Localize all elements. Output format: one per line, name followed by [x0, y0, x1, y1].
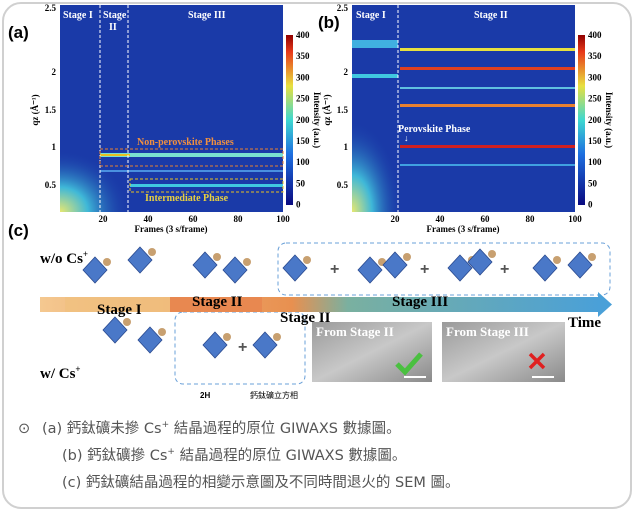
cation	[488, 250, 496, 258]
cation	[103, 258, 111, 266]
annotation: Non-perovskite Phases	[137, 137, 234, 148]
colorbar-tick-label: 100	[296, 157, 310, 167]
colorbar-tick-label: 300	[296, 72, 310, 82]
phase-label: 鈣鈦礦立方相	[250, 390, 298, 400]
colorbar-tick-label: 250	[588, 94, 602, 104]
colorbar-label: Intensity (a.u.)	[312, 92, 322, 148]
cation	[213, 253, 221, 261]
heatmap-a	[60, 5, 293, 212]
stage-label: II	[109, 22, 117, 33]
caption-line: (b) 鈣鈦礦摻 Cs+ 結晶過程的原位 GIWAXS 數據圖。	[62, 447, 406, 464]
y-tick-label: 1.5	[337, 105, 349, 115]
svg-text:+: +	[420, 261, 429, 278]
x-tick-label: 100	[276, 214, 290, 224]
cation	[588, 253, 596, 261]
y-tick-label: 2	[344, 67, 349, 77]
y-tick-label: 2.5	[45, 3, 57, 13]
colorbar-tick-label: 200	[588, 115, 602, 125]
x-axis-label: Frames (3 s/frame)	[427, 224, 500, 234]
arrow: ↓	[404, 133, 409, 143]
annotation: Intermediate Phase	[145, 193, 229, 204]
y-tick-label: 0.5	[337, 180, 349, 190]
stage-label: Stage	[103, 10, 127, 21]
colorbar-tick-label: 300	[588, 72, 602, 82]
colorbar-tick-label: 250	[296, 94, 310, 104]
x-tick-label: 40	[144, 214, 154, 224]
condition-label: w/ Cs+	[40, 364, 81, 382]
sem-label: From Stage II	[316, 324, 394, 339]
colorbar-tick-label: 50	[296, 178, 306, 188]
stage-label: Stage I	[63, 10, 93, 21]
cation	[303, 256, 311, 264]
x-tick-label: 60	[481, 214, 491, 224]
y-tick-label: 0.5	[45, 180, 57, 190]
heatmap-b	[352, 5, 585, 212]
colorbar-tick-label: 50	[588, 178, 598, 188]
svg-text:+: +	[330, 261, 339, 278]
colorbar-tick-label: 0	[296, 200, 301, 210]
sem-label: From Stage III	[446, 324, 529, 339]
colorbar-tick-label: 0	[588, 200, 593, 210]
stage-label: Stage II	[192, 294, 243, 310]
panel-label: (a)	[8, 23, 29, 42]
x-tick-label: 100	[568, 214, 582, 224]
x-tick-label: 40	[436, 214, 446, 224]
y-axis-label: qz (Å⁻¹)	[322, 94, 332, 125]
colorbar-tick-label: 400	[588, 30, 602, 40]
cation	[403, 253, 411, 261]
svg-text:+: +	[238, 339, 247, 356]
y-tick-label: 2	[52, 67, 57, 77]
page: {"axes":{"y_label":"qz (Å⁻¹)","x_label":…	[0, 0, 636, 513]
stage-label: Stage I	[97, 302, 142, 318]
y-tick-label: 1	[52, 142, 57, 152]
stage-label: Stage III	[188, 10, 226, 21]
phase-label: 2H	[200, 391, 210, 400]
colorbar-tick-label: 350	[588, 51, 602, 61]
caption-symbol: ⊙	[18, 421, 30, 437]
cation	[123, 318, 131, 326]
stage-label: Stage II	[474, 10, 508, 21]
condition-label: w/o Cs+	[40, 249, 88, 267]
colorbar-tick-label: 350	[296, 51, 310, 61]
x-tick-label: 20	[99, 214, 109, 224]
caption-line: (c) 鈣鈦礦結晶過程的相變示意圖及不同時間退火的 SEM 圖。	[62, 473, 460, 491]
colorbar-label: Intensity (a.u.)	[604, 92, 614, 148]
cation	[273, 333, 281, 341]
cation	[223, 333, 231, 341]
x-tick-label: 20	[391, 214, 401, 224]
colorbar-tick-label: 400	[296, 30, 310, 40]
cation	[148, 248, 156, 256]
annotation: Perovskite Phase	[398, 124, 471, 135]
x-tick-label: 60	[189, 214, 199, 224]
colorbar-tick-label: 150	[296, 136, 310, 146]
y-tick-label: 1	[344, 142, 349, 152]
cation	[158, 328, 166, 336]
caption-line: (a) 鈣鈦礦未摻 Cs+ 結晶過程的原位 GIWAXS 數據圖。	[42, 420, 401, 437]
x-axis-label: Frames (3 s/frame)	[135, 224, 208, 234]
time-label: Time	[568, 315, 601, 331]
cation	[243, 258, 251, 266]
y-axis-label: qz (Å⁻¹)	[30, 94, 40, 125]
panel-label: (b)	[318, 13, 340, 32]
figure: 2.521.510.520406080100400350300250200150…	[0, 0, 636, 513]
y-tick-label: 2.5	[337, 3, 349, 13]
colorbar-tick-label: 150	[588, 136, 602, 146]
panel-label: (c)	[8, 221, 29, 240]
colorbar-tick-label: 100	[588, 157, 602, 167]
x-tick-label: 80	[234, 214, 244, 224]
colorbar-tick-label: 200	[296, 115, 310, 125]
x-tick-label: 80	[526, 214, 536, 224]
svg-text:+: +	[500, 261, 509, 278]
stage-label: Stage I	[356, 10, 386, 21]
stage-label: Stage III	[392, 294, 448, 310]
cation	[553, 256, 561, 264]
y-tick-label: 1.5	[45, 105, 57, 115]
